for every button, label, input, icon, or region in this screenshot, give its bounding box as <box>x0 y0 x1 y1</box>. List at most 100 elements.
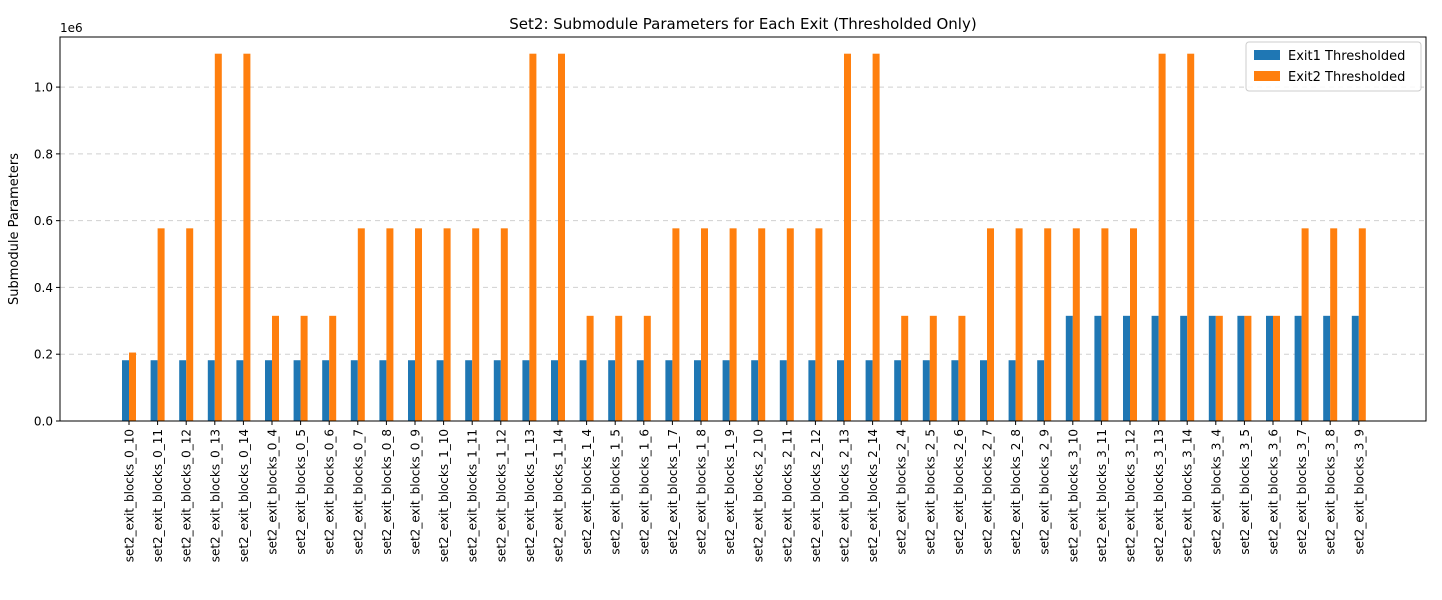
bar-exit2 <box>1215 315 1223 421</box>
y-tick-label: 0.8 <box>34 147 53 161</box>
bar-exit2 <box>357 228 365 421</box>
bar-exit1 <box>350 360 358 421</box>
x-tick-label: set2_exit_blocks_0_6 <box>323 429 337 555</box>
bar-exit1 <box>694 360 701 421</box>
bar-exit2 <box>958 315 966 421</box>
x-tick-label: set2_exit_blocks_0_12 <box>180 429 194 562</box>
x-tick-label: set2_exit_blocks_2_10 <box>752 429 766 562</box>
legend-swatch <box>1254 50 1280 60</box>
bar-exit2 <box>472 228 480 421</box>
y-tick-label: 1.0 <box>34 81 53 95</box>
bar-exit2 <box>844 53 851 422</box>
y-axis-label: Submodule Parameters <box>7 153 22 305</box>
bar-exit1 <box>1323 315 1331 421</box>
bar-exit2 <box>157 228 165 421</box>
bar-exit1 <box>808 360 816 421</box>
y-tick-label: 0.2 <box>34 348 53 362</box>
x-tick-label: set2_exit_blocks_3_12 <box>1124 429 1138 562</box>
bar-exit2 <box>901 315 909 421</box>
bar-exit1 <box>751 360 759 421</box>
bar-exit2 <box>243 53 251 422</box>
x-tick-label: set2_exit_blocks_0_5 <box>294 429 308 555</box>
x-tick-label: set2_exit_blocks_3_14 <box>1181 429 1195 562</box>
x-tick-label: set2_exit_blocks_1_7 <box>666 429 680 555</box>
x-tick-label: set2_exit_blocks_3_6 <box>1267 429 1281 555</box>
x-tick-label: set2_exit_blocks_0_10 <box>123 429 137 562</box>
bar-exit1 <box>1237 315 1245 421</box>
x-tick-label: set2_exit_blocks_1_4 <box>580 429 594 555</box>
x-tick-label: set2_exit_blocks_1_14 <box>552 429 566 562</box>
bar-exit2 <box>1330 228 1338 421</box>
bar-exit2 <box>1130 228 1137 421</box>
bar-exit1 <box>636 360 644 421</box>
bar-exit1 <box>436 360 444 421</box>
x-tick-label: set2_exit_blocks_3_5 <box>1238 429 1252 555</box>
bar-exit1 <box>236 360 244 421</box>
x-tick-label: set2_exit_blocks_2_8 <box>1009 429 1023 555</box>
bar-exit2 <box>815 228 823 421</box>
x-tick-label: set2_exit_blocks_1_12 <box>494 429 508 562</box>
legend-swatch <box>1254 71 1280 81</box>
bar-exit2 <box>643 315 651 421</box>
bar-exit2 <box>1358 228 1366 421</box>
bar-exit1 <box>179 360 187 421</box>
bar-exit2 <box>558 53 565 422</box>
x-tick-label: set2_exit_blocks_2_11 <box>780 429 794 562</box>
bar-exit1 <box>122 360 129 421</box>
x-tick-label: set2_exit_blocks_1_9 <box>723 429 737 555</box>
bar-exit1 <box>1094 315 1102 421</box>
bar-exit1 <box>1294 315 1302 421</box>
bar-exit2 <box>672 228 680 421</box>
bar-exit1 <box>922 360 930 421</box>
bar-exit1 <box>608 360 616 421</box>
x-tick-label: set2_exit_blocks_0_7 <box>351 429 365 555</box>
y-axis-ticks: 0.0 0.2 0.4 0.6 0.8 1.0 <box>34 81 60 429</box>
bar-exit1 <box>837 360 844 421</box>
x-tick-label: set2_exit_blocks_0_8 <box>380 429 394 555</box>
x-tick-label: set2_exit_blocks_1_5 <box>609 429 623 555</box>
x-tick-label: set2_exit_blocks_2_6 <box>952 429 966 555</box>
bar-exit1 <box>1180 315 1188 421</box>
x-tick-label: set2_exit_blocks_2_5 <box>923 429 937 555</box>
bar-exit1 <box>408 360 415 421</box>
x-tick-label: set2_exit_blocks_1_11 <box>466 429 480 562</box>
bar-exit1 <box>293 360 301 421</box>
bar-exit2 <box>987 228 994 421</box>
bar-exit2 <box>786 228 794 421</box>
x-tick-label: set2_exit_blocks_0_14 <box>237 429 251 562</box>
bar-exit2 <box>615 315 623 421</box>
x-tick-label: set2_exit_blocks_3_10 <box>1066 429 1080 562</box>
bar-exit1 <box>665 360 673 421</box>
x-tick-label: set2_exit_blocks_2_9 <box>1038 429 1052 555</box>
bar-exit1 <box>1208 315 1216 421</box>
x-tick-label: set2_exit_blocks_0_9 <box>409 429 423 555</box>
bar-exit2 <box>443 228 451 421</box>
x-tick-label: set2_exit_blocks_3_7 <box>1295 429 1309 555</box>
bar-exit2 <box>1244 315 1252 421</box>
bar-exit1 <box>265 360 272 421</box>
bar-exit1 <box>379 360 387 421</box>
bar-exit1 <box>465 360 473 421</box>
bar-exit1 <box>322 360 330 421</box>
bar-exit1 <box>1266 315 1273 421</box>
bar-exit1 <box>951 360 959 421</box>
x-tick-label: set2_exit_blocks_0_13 <box>208 429 222 562</box>
x-tick-label: set2_exit_blocks_1_10 <box>437 429 451 562</box>
bar-exit2 <box>1273 315 1280 421</box>
x-tick-label: set2_exit_blocks_3_4 <box>1209 429 1223 555</box>
x-tick-label: set2_exit_blocks_1_13 <box>523 429 537 562</box>
x-tick-label: set2_exit_blocks_1_8 <box>695 429 709 555</box>
bar-exit1 <box>865 360 873 421</box>
y-axis-offset-label: 1e6 <box>60 21 83 35</box>
x-tick-label: set2_exit_blocks_2_14 <box>866 429 880 562</box>
x-tick-label: set2_exit_blocks_0_4 <box>266 429 280 555</box>
bar-exit2 <box>1158 53 1166 422</box>
x-tick-label: set2_exit_blocks_2_12 <box>809 429 823 562</box>
x-tick-label: set2_exit_blocks_2_7 <box>981 429 995 555</box>
bar-exit2 <box>929 315 937 421</box>
x-tick-label: set2_exit_blocks_2_4 <box>895 429 909 555</box>
bar-exit2 <box>1015 228 1023 421</box>
bar-exit2 <box>129 352 136 421</box>
bar-exit2 <box>586 315 594 421</box>
